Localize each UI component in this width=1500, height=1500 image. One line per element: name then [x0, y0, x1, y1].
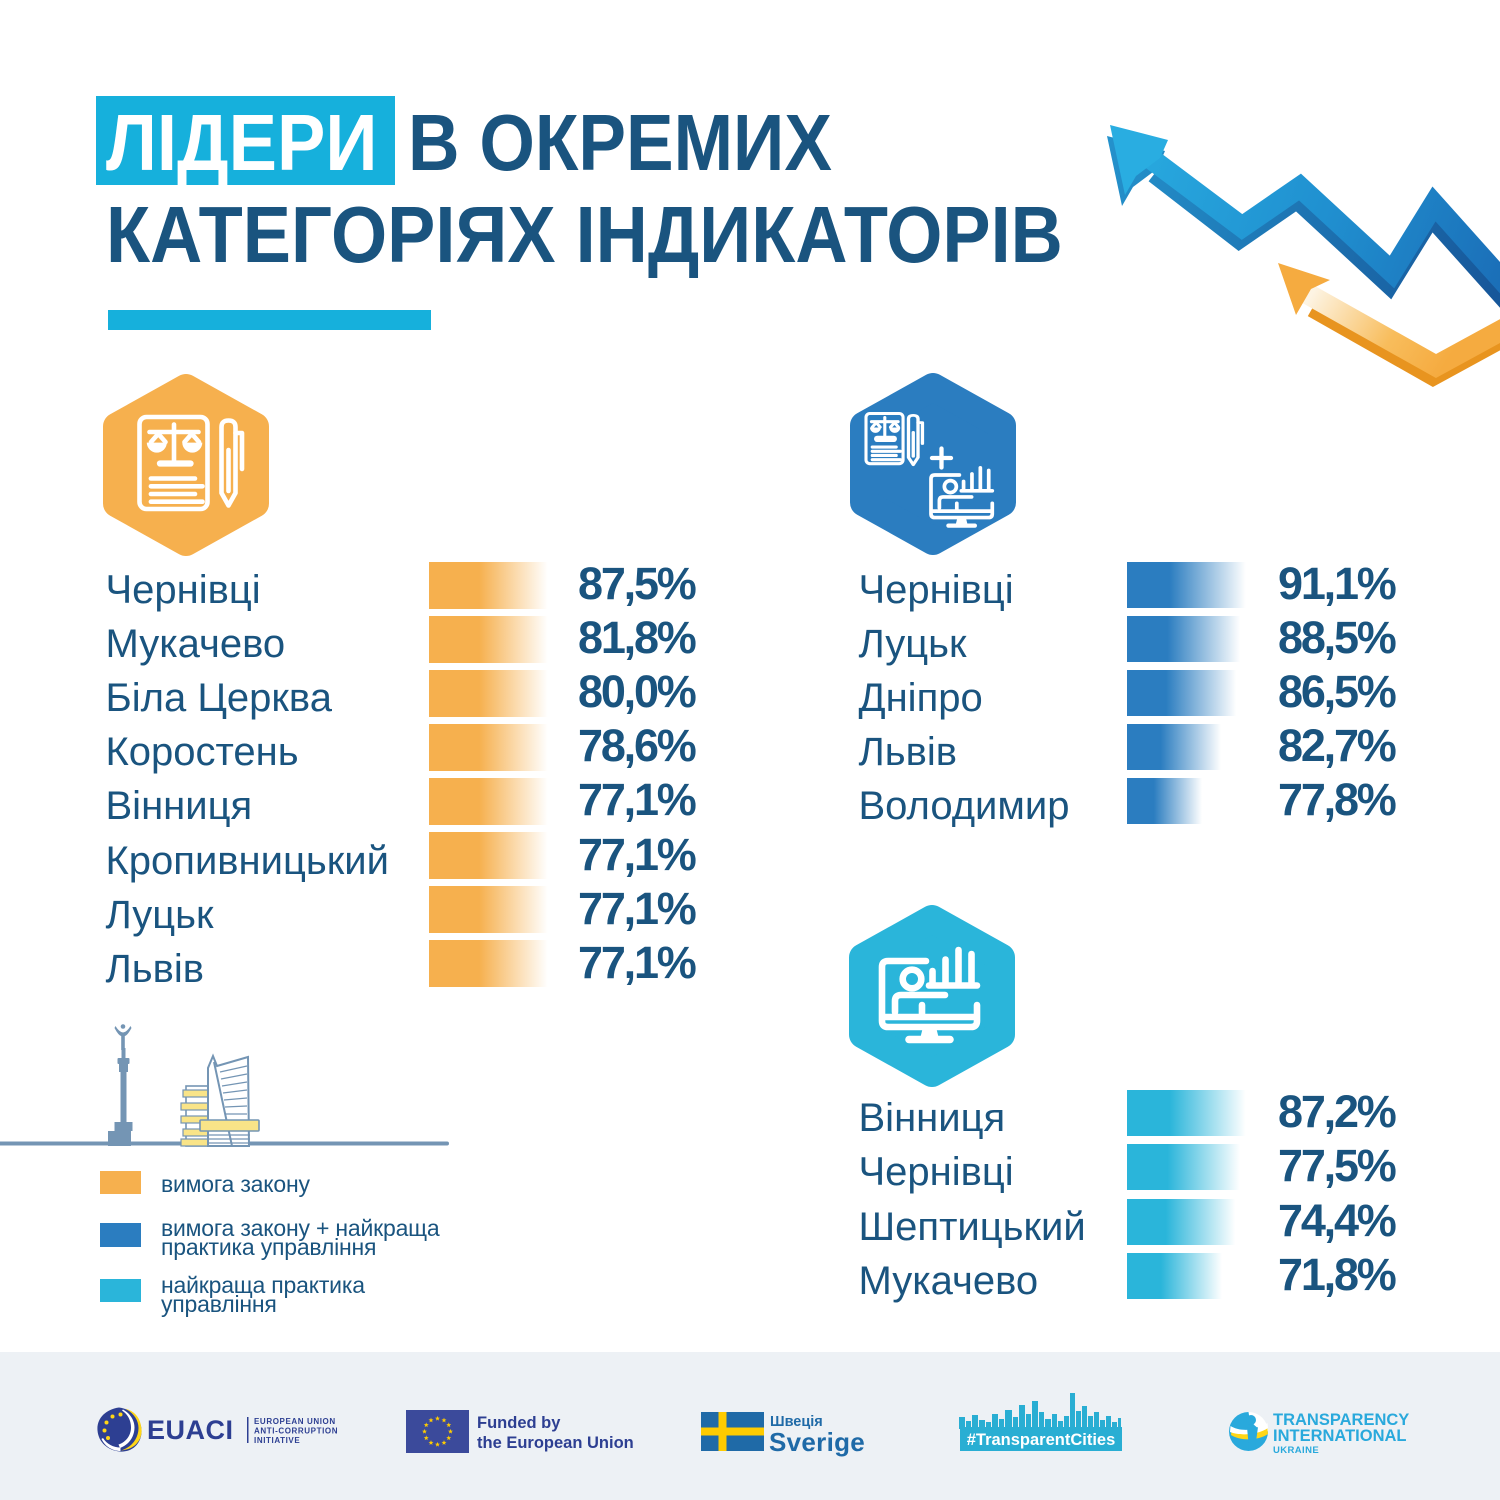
svg-text:EUROPEAN UNION: EUROPEAN UNION — [254, 1417, 336, 1426]
svg-text:Sverige: Sverige — [769, 1427, 865, 1457]
svg-text:#TransparentCities: #TransparentCities — [967, 1431, 1116, 1449]
svg-text:INITIATIVE: INITIATIVE — [254, 1436, 300, 1445]
svg-text:UKRAINE: UKRAINE — [1273, 1445, 1319, 1456]
svg-text:ANTI-CORRUPTION: ANTI-CORRUPTION — [254, 1427, 338, 1436]
svg-text:INTERNATIONAL: INTERNATIONAL — [1273, 1427, 1407, 1445]
svg-text:EUACI: EUACI — [147, 1415, 234, 1445]
svg-text:TRANSPARENCY: TRANSPARENCY — [1273, 1411, 1409, 1429]
svg-text:the European Union: the European Union — [477, 1434, 634, 1452]
svg-text:Швеція: Швеція — [770, 1414, 823, 1430]
svg-text:Funded by: Funded by — [477, 1414, 561, 1432]
